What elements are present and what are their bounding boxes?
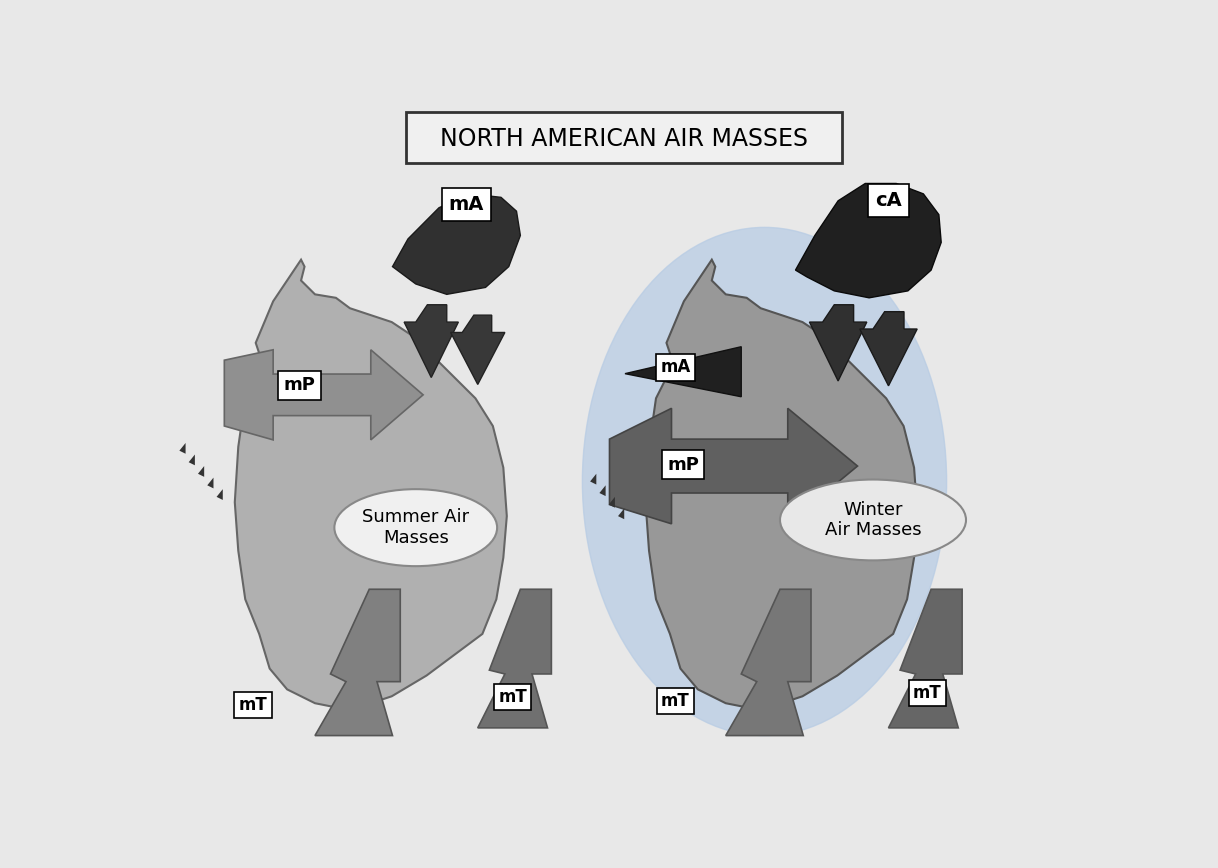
Polygon shape	[207, 477, 213, 489]
Polygon shape	[235, 260, 507, 710]
Polygon shape	[404, 305, 458, 378]
Polygon shape	[392, 194, 520, 294]
Polygon shape	[451, 315, 505, 385]
Text: mT: mT	[239, 696, 268, 713]
Text: mP: mP	[284, 376, 315, 394]
Text: mT: mT	[661, 692, 689, 710]
Polygon shape	[315, 589, 401, 735]
Polygon shape	[217, 490, 223, 500]
Polygon shape	[189, 455, 195, 465]
Polygon shape	[179, 443, 185, 454]
Polygon shape	[625, 346, 742, 397]
Polygon shape	[646, 260, 917, 710]
Text: mA: mA	[448, 194, 484, 214]
Polygon shape	[888, 589, 962, 728]
Polygon shape	[860, 312, 917, 385]
Text: NORTH AMERICAN AIR MASSES: NORTH AMERICAN AIR MASSES	[440, 127, 809, 151]
Text: cA: cA	[875, 191, 901, 210]
Polygon shape	[199, 466, 205, 477]
Polygon shape	[224, 350, 423, 440]
Polygon shape	[599, 485, 605, 496]
Polygon shape	[810, 305, 867, 381]
Ellipse shape	[780, 479, 966, 561]
Polygon shape	[477, 589, 552, 728]
Text: mT: mT	[498, 688, 527, 706]
Polygon shape	[726, 589, 811, 735]
Polygon shape	[609, 496, 615, 508]
Text: mA: mA	[660, 358, 691, 377]
Polygon shape	[795, 183, 942, 298]
Text: mT: mT	[912, 684, 942, 702]
Text: Winter
Air Masses: Winter Air Masses	[825, 501, 921, 539]
Ellipse shape	[335, 490, 497, 566]
Polygon shape	[591, 474, 597, 484]
Text: Summer Air
Masses: Summer Air Masses	[362, 509, 469, 547]
FancyBboxPatch shape	[407, 112, 842, 162]
Polygon shape	[618, 509, 624, 519]
Ellipse shape	[582, 227, 946, 735]
Polygon shape	[609, 408, 857, 523]
Text: mP: mP	[667, 456, 699, 474]
